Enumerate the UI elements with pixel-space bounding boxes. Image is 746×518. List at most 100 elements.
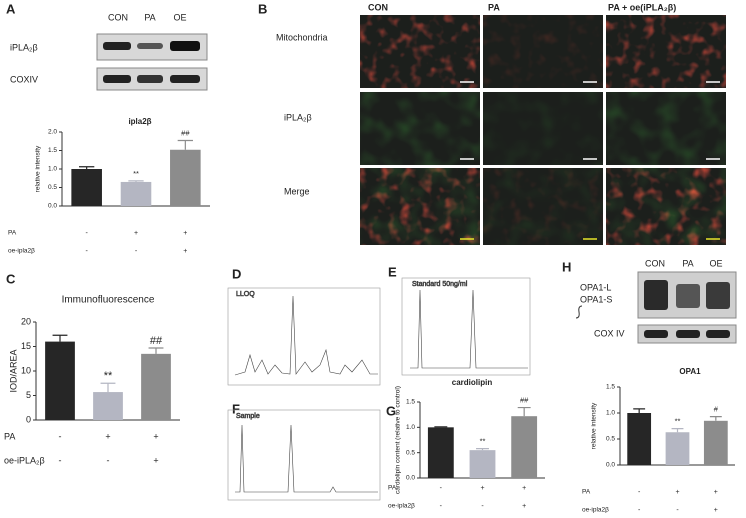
treatment-sign: - bbox=[440, 485, 443, 492]
y-tick-label: 0.5 bbox=[606, 436, 615, 443]
treatment-sign: - bbox=[59, 455, 62, 465]
band bbox=[706, 330, 730, 338]
band bbox=[676, 330, 700, 338]
error-bar bbox=[177, 139, 193, 150]
treatment-sign: + bbox=[675, 489, 679, 496]
signal bbox=[360, 92, 480, 165]
signal bbox=[483, 92, 603, 165]
treatment-sign: + bbox=[522, 485, 526, 492]
bar bbox=[45, 341, 75, 420]
lane-label: CON bbox=[108, 12, 128, 22]
treatment-sign: - bbox=[85, 248, 88, 255]
brace bbox=[575, 305, 583, 319]
band bbox=[644, 330, 668, 338]
significance-label: ## bbox=[150, 335, 163, 347]
treatment-sign: - bbox=[481, 503, 484, 510]
chart-title: OPA1 bbox=[679, 367, 701, 376]
y-tick-label: 1.0 bbox=[606, 410, 615, 417]
chart-title: Immunofluorescence bbox=[62, 295, 155, 306]
chromatogram-frame bbox=[401, 277, 531, 376]
row-label: OPA1-S bbox=[580, 294, 612, 304]
signal bbox=[606, 15, 726, 88]
chromatogram-title: LLOQ bbox=[236, 291, 255, 298]
row-label: COX IV bbox=[594, 328, 625, 338]
band bbox=[137, 75, 163, 83]
treatment-sign: + bbox=[105, 431, 110, 441]
y-tick-label: 0.0 bbox=[606, 462, 615, 469]
treatment-label: PA bbox=[388, 485, 397, 492]
error-bar bbox=[517, 406, 531, 417]
bar bbox=[627, 413, 652, 465]
significance-label: ## bbox=[181, 128, 190, 137]
treatment-sign: - bbox=[638, 507, 641, 514]
chromatogram-frame bbox=[227, 409, 381, 501]
significance-label: ** bbox=[675, 417, 681, 426]
y-tick-label: 1.5 bbox=[606, 384, 615, 391]
signal bbox=[483, 168, 603, 245]
chart-title: ipla2β bbox=[128, 117, 151, 126]
chromatogram-frame bbox=[227, 287, 381, 386]
treatment-sign: - bbox=[440, 503, 443, 510]
bar bbox=[170, 149, 201, 206]
y-axis-label: cardiolipin content (relative to control… bbox=[395, 386, 402, 494]
y-axis-label: relative intensity bbox=[35, 145, 42, 192]
bar bbox=[141, 353, 171, 420]
treatment-label: PA bbox=[8, 230, 17, 237]
y-tick-label: 0.0 bbox=[48, 203, 57, 210]
bar bbox=[665, 432, 690, 465]
lane-label: PA bbox=[144, 12, 155, 22]
y-tick-label: 10 bbox=[21, 365, 31, 375]
bar bbox=[511, 416, 538, 478]
bar bbox=[427, 427, 454, 478]
band bbox=[676, 284, 700, 308]
signal bbox=[360, 15, 480, 88]
y-axis-label: IOD/AREA bbox=[8, 349, 18, 392]
y-tick-label: 2.0 bbox=[48, 129, 57, 136]
bar-chart: ipla2β relative intensity 0.0 0.5 1.0 1.5 2.0 -… bbox=[8, 117, 210, 255]
band bbox=[644, 280, 668, 310]
trace bbox=[235, 424, 378, 493]
panel-label: F bbox=[232, 401, 240, 416]
treatment-sign: - bbox=[135, 248, 138, 255]
y-tick-label: 1.5 bbox=[406, 399, 415, 406]
y-tick-label: 0.0 bbox=[406, 475, 415, 482]
error-bar bbox=[671, 428, 684, 433]
treatment-label: oe-ipla2β bbox=[388, 503, 415, 510]
band bbox=[706, 282, 730, 309]
panel-label: A bbox=[6, 1, 16, 16]
error-bar bbox=[633, 408, 646, 413]
treatment-sign: + bbox=[153, 455, 158, 465]
panel-label: D bbox=[232, 266, 241, 281]
significance-label: # bbox=[714, 405, 719, 414]
chart-title: cardiolipin bbox=[452, 378, 493, 387]
micrographs: CON PA PA + oe(iPLA₂β) Mitochondria iPLA… bbox=[276, 2, 726, 245]
band bbox=[103, 42, 131, 50]
lane-label: OE bbox=[709, 258, 722, 268]
row-label: Mitochondria bbox=[276, 32, 328, 42]
treatment-sign: + bbox=[714, 489, 718, 496]
treatment-sign: + bbox=[714, 507, 718, 514]
treatment-sign: + bbox=[134, 230, 138, 237]
lane-label: PA bbox=[682, 258, 693, 268]
treatment-sign: + bbox=[183, 230, 187, 237]
signal bbox=[483, 15, 603, 88]
chromatogram-title: Standard 50ng/ml bbox=[412, 281, 468, 288]
row-label: iPLA₂β bbox=[284, 112, 312, 122]
error-bar bbox=[148, 347, 164, 354]
bar-chart: OPA1 relative intensity 0.0 0.5 1.0 1.5 - - ** + -… bbox=[582, 367, 735, 514]
band bbox=[170, 41, 200, 51]
chromatogram-title: Sample bbox=[236, 413, 260, 420]
y-tick-label: 5 bbox=[26, 390, 31, 400]
panel-labels: A B C D E F G H bbox=[6, 1, 571, 418]
y-tick-label: 1.5 bbox=[48, 147, 57, 154]
treatment-label: PA bbox=[4, 431, 15, 441]
y-tick-label: 0.5 bbox=[406, 449, 415, 456]
column-label: PA + oe(iPLA₂β) bbox=[608, 2, 676, 12]
blot-a: CON PA OE iPLA₂β COXIV bbox=[10, 12, 208, 91]
significance-label: ** bbox=[480, 437, 486, 446]
bar-chart: cardiolipin cardiolipin content (relative… bbox=[388, 378, 545, 510]
panel-label: B bbox=[258, 1, 267, 16]
lane-label: OE bbox=[173, 12, 186, 22]
treatment-label: PA bbox=[582, 489, 591, 496]
